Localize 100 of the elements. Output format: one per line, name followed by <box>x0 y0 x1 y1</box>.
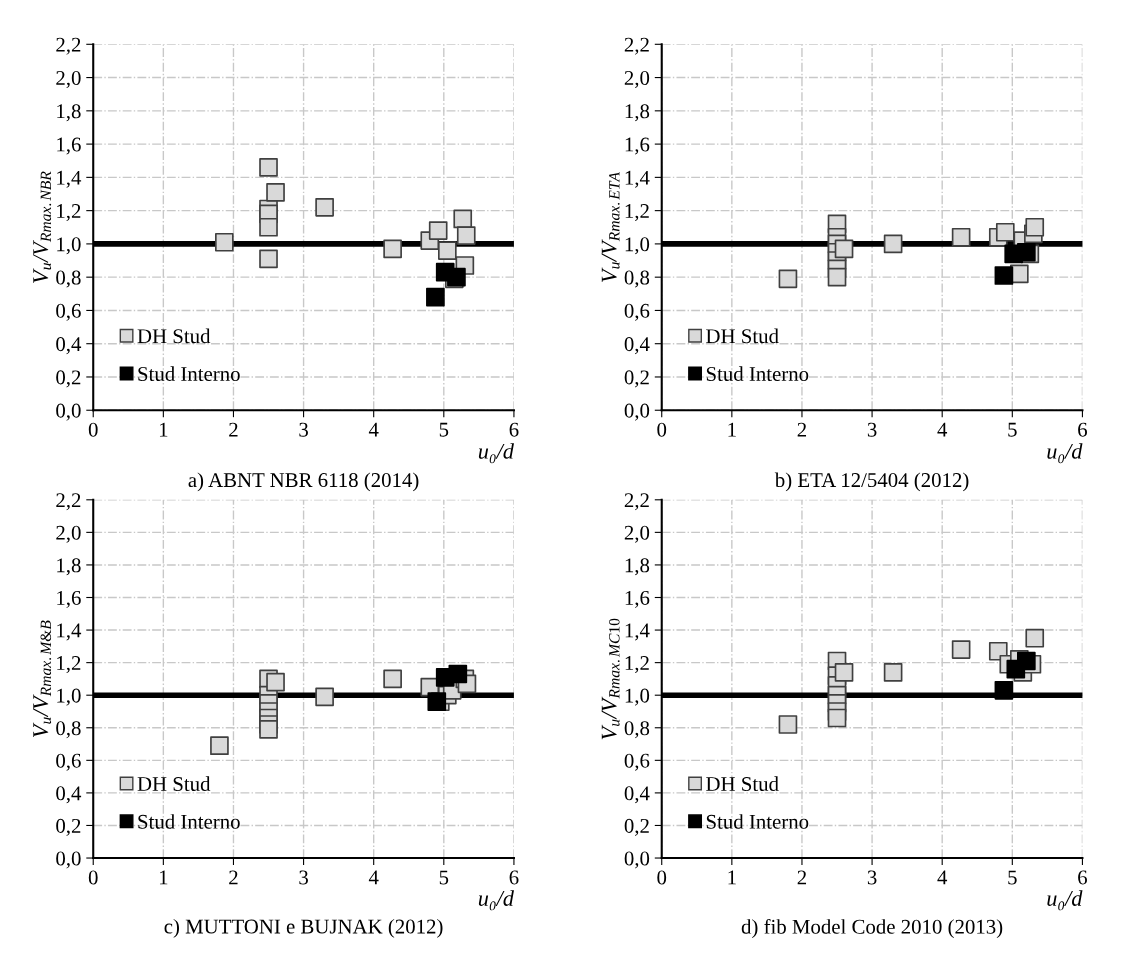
x-tick-label: 5 <box>439 870 449 885</box>
x-tick-label: 1 <box>159 870 168 885</box>
x-tick-label: 1 <box>728 422 736 437</box>
y-tick-label: 1,4 <box>625 623 650 641</box>
x-tick-label: 5 <box>1008 422 1017 437</box>
point <box>448 664 468 684</box>
point <box>834 663 854 682</box>
point <box>259 158 278 177</box>
point <box>315 687 334 707</box>
y-tick-label: 1,8 <box>57 104 81 122</box>
point <box>383 669 402 689</box>
point <box>383 239 402 259</box>
legend-label: DH Stud <box>137 328 211 344</box>
x-tick-label: 6 <box>509 870 519 885</box>
legend-label: Stud Interno <box>138 814 240 829</box>
y-tick-label: 2,0 <box>56 70 81 88</box>
x-tick-label: 1 <box>159 422 168 437</box>
y-tick-label: 1,0 <box>625 688 650 706</box>
y-axis-title: V$_{u}$/V$_{Rmax.NBR}$ <box>33 171 52 283</box>
x-tick-label: 3 <box>867 422 877 437</box>
point <box>259 249 278 269</box>
y-tick-label: 0,0 <box>56 851 81 869</box>
y-tick-label: 2,0 <box>624 70 650 88</box>
legend-label: DH Stud <box>706 776 779 792</box>
y-tick-label: 0,0 <box>56 403 81 421</box>
legend-label: Stud Interno <box>706 814 809 829</box>
text: d) fib Model Code 2010 (2013) <box>741 918 1003 939</box>
x-tick-label: 6 <box>509 422 519 437</box>
point <box>951 227 971 247</box>
point <box>453 209 473 229</box>
point <box>778 269 798 289</box>
point <box>994 680 1014 700</box>
point <box>834 239 854 259</box>
point <box>266 182 285 202</box>
y-axis-title: V$_{u}$/V$_{Rmax.ETA}$ <box>601 171 620 282</box>
y-tick-label: 1,6 <box>57 137 81 155</box>
point <box>951 640 971 659</box>
legend-label: DH Stud <box>137 776 211 792</box>
y-tick-label: 0,0 <box>624 403 650 421</box>
point <box>1025 628 1045 648</box>
y-tick-label: 0,8 <box>56 721 81 739</box>
y-tick-label: 1,4 <box>57 623 82 641</box>
legend-label: Stud Interno <box>706 366 809 382</box>
text: a) ABNT NBR 6118 (2014) <box>188 472 419 492</box>
y-tick-label: 0,6 <box>624 753 650 771</box>
x-tick-label: 4 <box>937 870 948 885</box>
x-tick-label: 3 <box>299 870 308 885</box>
y-tick-label: 1,4 <box>57 170 82 188</box>
y-tick-label: 2,2 <box>624 37 649 55</box>
y-tick-label: 2,2 <box>624 493 649 511</box>
y-tick-label: 1,8 <box>625 104 650 122</box>
y-axis-title: V$_{u}$/V$_{Rmax.M&B}$ <box>33 620 52 738</box>
y-tick-label: 0,4 <box>624 337 650 355</box>
x-tick-label: 4 <box>368 870 379 885</box>
point <box>994 266 1014 285</box>
point <box>1025 217 1045 237</box>
x-tick-label: 0 <box>88 422 98 437</box>
y-tick-label: 0,2 <box>56 818 81 836</box>
point <box>259 217 278 237</box>
y-tick-label: 1,6 <box>57 590 81 608</box>
x-axis-title: u₀/d <box>1047 890 1083 911</box>
y-tick-label: 0,4 <box>56 786 82 804</box>
legend-label: Stud Interno <box>138 366 240 382</box>
y-tick-label: 2,0 <box>56 525 81 543</box>
y-tick-label: 1,6 <box>625 137 650 155</box>
y-tick-label: 1,6 <box>625 590 650 608</box>
x-tick-label: 0 <box>88 870 98 885</box>
x-tick-label: 1 <box>728 870 736 885</box>
x-tick-label: 2 <box>797 422 807 437</box>
legend-label: DH Stud <box>706 328 779 344</box>
x-tick-label: 3 <box>299 422 308 437</box>
point <box>1016 651 1036 671</box>
y-tick-label: 0,2 <box>56 370 81 388</box>
y-tick-label: 0,4 <box>624 786 650 804</box>
y-tick-label: 0,6 <box>624 303 650 321</box>
point <box>827 708 847 728</box>
x-axis-title: u₀/d <box>478 890 514 911</box>
y-tick-label: 0,8 <box>56 270 81 288</box>
y-tick-label: 0,2 <box>624 818 649 836</box>
x-tick-label: 2 <box>797 870 807 885</box>
point <box>215 232 234 252</box>
x-tick-label: 0 <box>657 870 667 885</box>
x-tick-label: 2 <box>229 422 238 437</box>
point <box>259 720 278 739</box>
y-tick-label: 0,4 <box>56 337 82 355</box>
point <box>883 234 903 254</box>
y-tick-label: 1,2 <box>625 204 649 222</box>
y-tick-label: 0,2 <box>624 370 649 388</box>
point <box>428 221 448 240</box>
y-tick-label: 1,4 <box>625 170 650 188</box>
x-tick-label: 6 <box>1078 870 1088 885</box>
y-tick-label: 2,2 <box>56 493 81 511</box>
y-tick-label: 0,6 <box>56 303 81 321</box>
y-tick-label: 1,0 <box>57 688 81 706</box>
y-tick-label: 0,6 <box>56 753 81 771</box>
y-tick-label: 1,0 <box>57 237 81 255</box>
point <box>995 222 1015 242</box>
point <box>426 287 445 307</box>
point <box>315 197 334 217</box>
y-tick-label: 1,8 <box>57 558 81 576</box>
